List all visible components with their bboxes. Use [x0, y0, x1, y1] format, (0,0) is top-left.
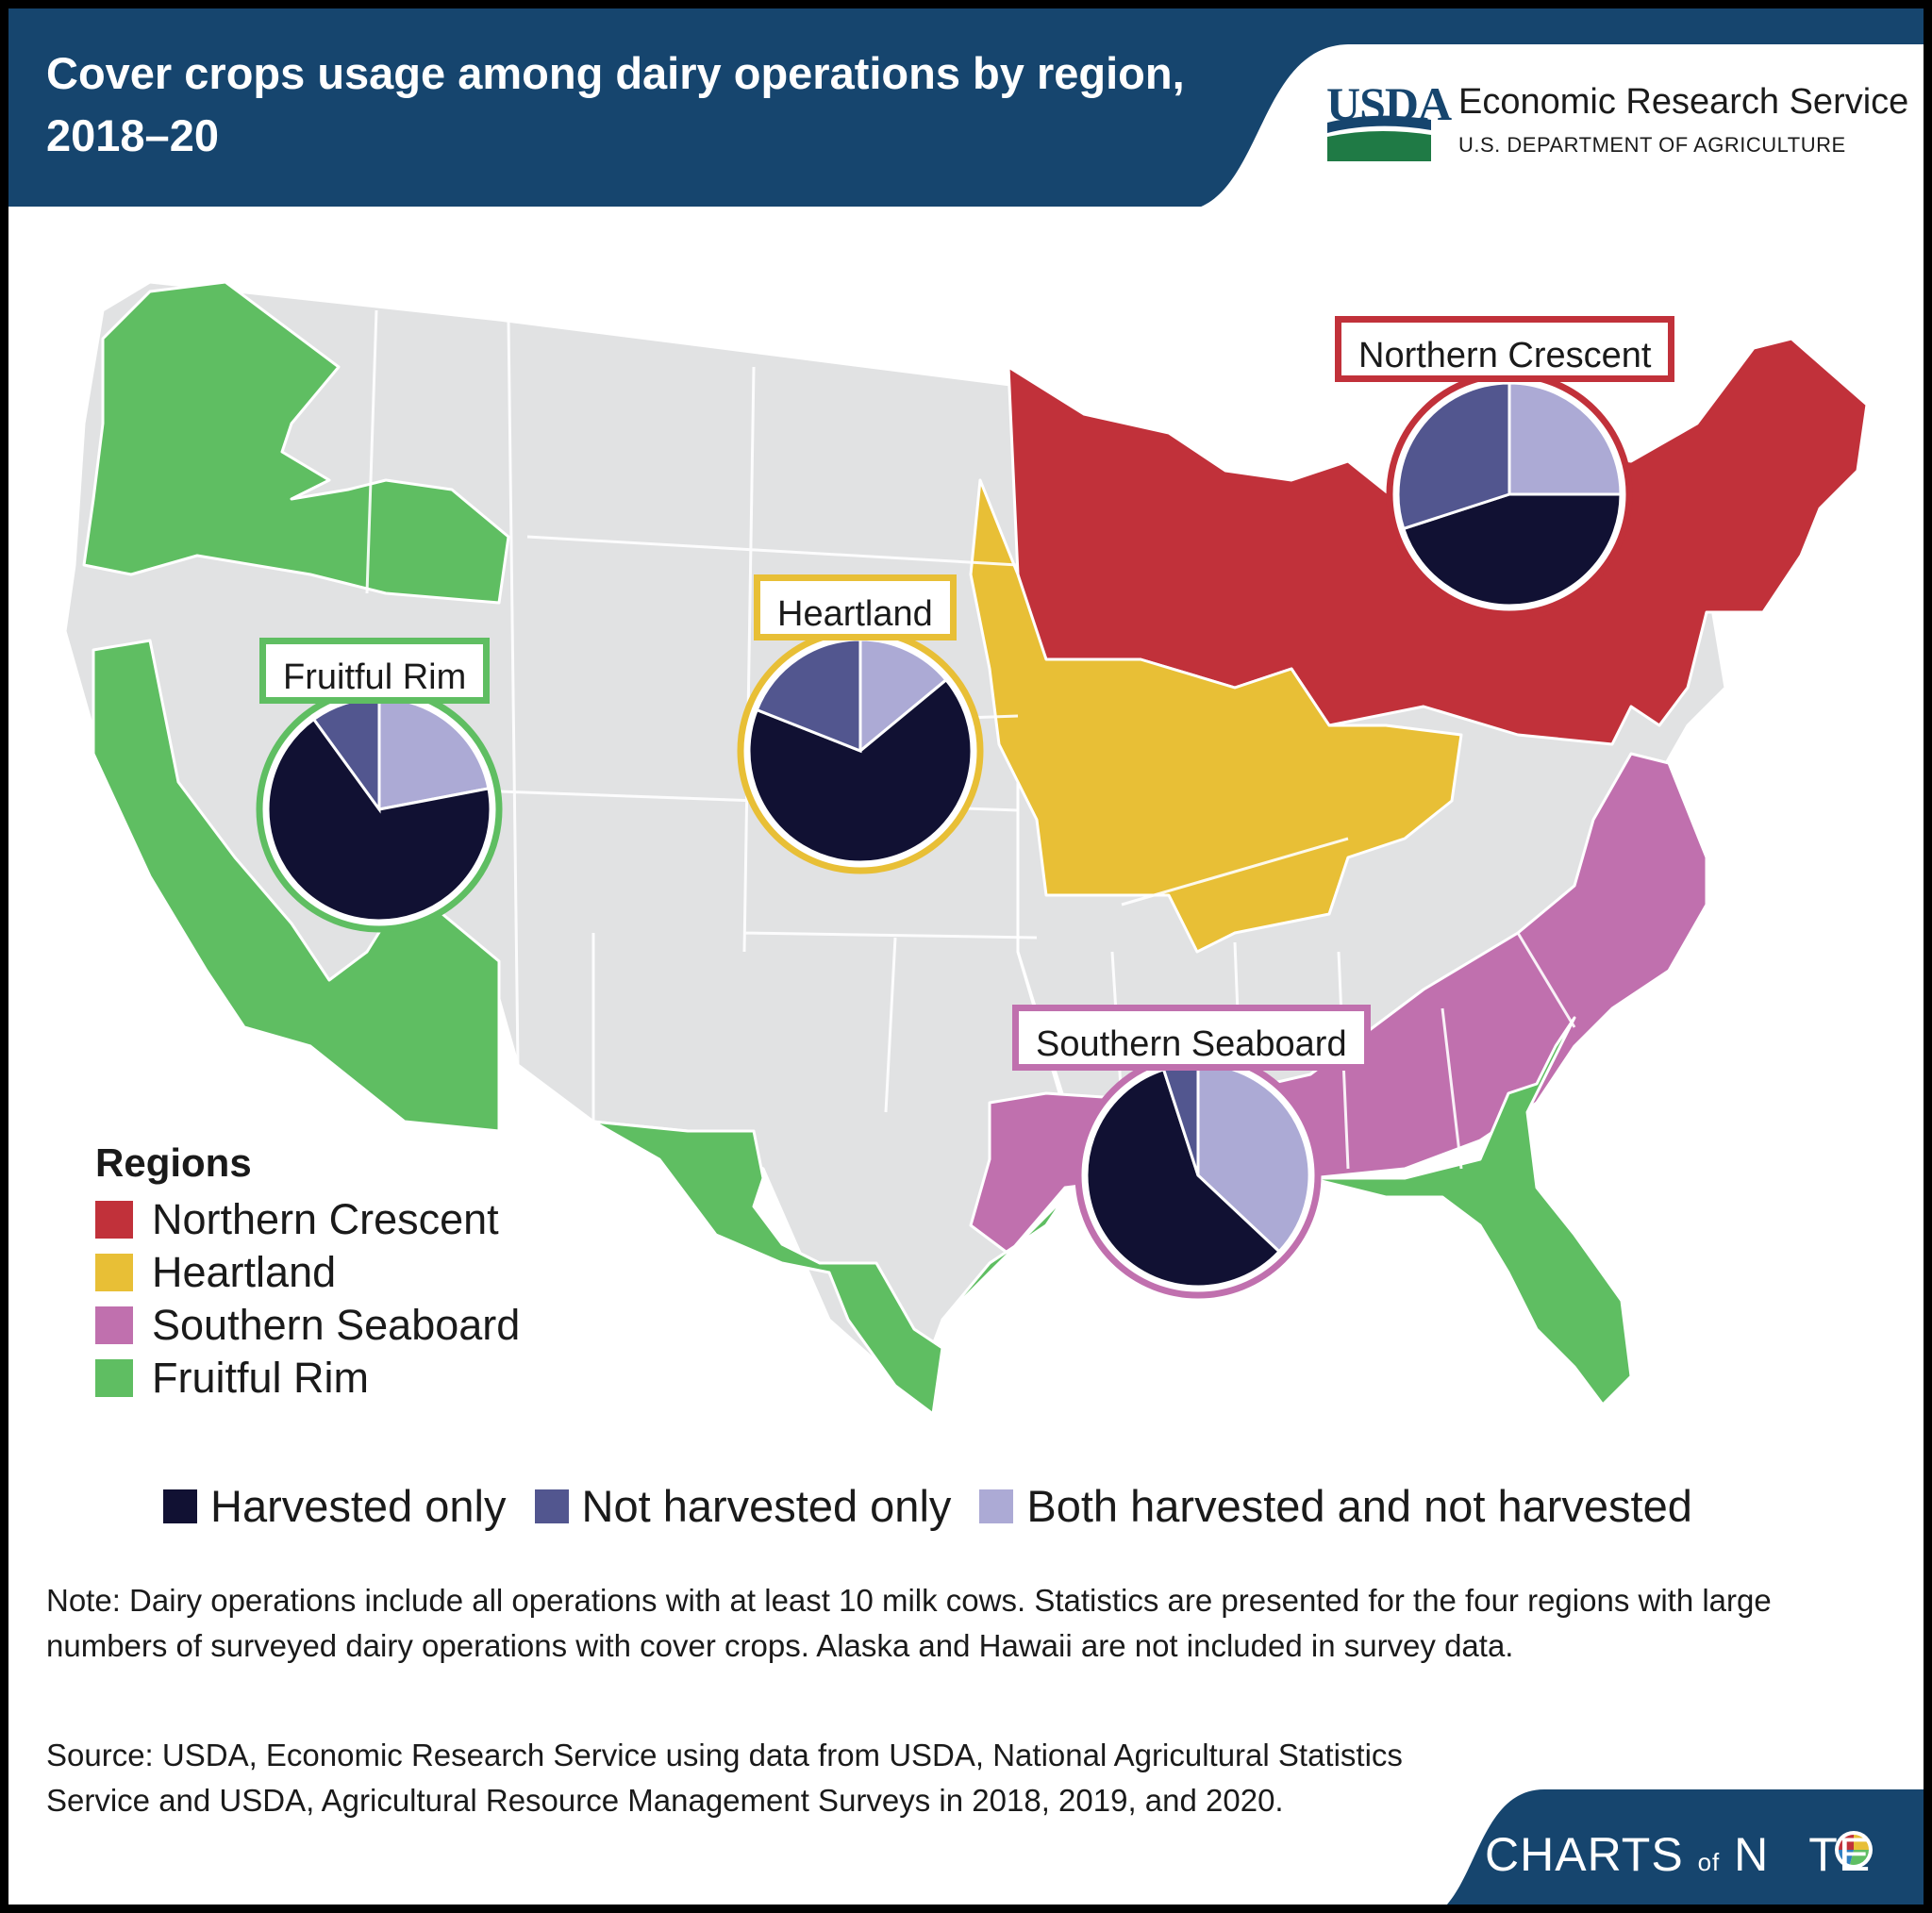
label-heartland: Heartland — [754, 574, 957, 640]
legend-label: Northern Crescent — [152, 1195, 499, 1243]
agency-name: Economic Research Service — [1458, 82, 1909, 122]
legend-item-harvested-only: Harvested only — [163, 1480, 507, 1532]
pie-slice-harvested-only — [1401, 492, 1623, 607]
footer-tab — [1446, 1789, 1924, 1905]
brand-of: of — [1697, 1848, 1721, 1876]
pie-slice-harvested-only — [747, 677, 974, 864]
pie-southern-seaboard — [1074, 1052, 1322, 1299]
legend-item-fruitful-rim: Fruitful Rim — [95, 1352, 520, 1405]
pie-fruitful-rim — [256, 686, 503, 933]
pie-slice-harvested-only — [1085, 1067, 1282, 1289]
us-map — [63, 280, 1869, 1416]
swatch-southern-seaboard — [95, 1306, 133, 1344]
region-heartland — [969, 478, 1463, 954]
region-fruitful-rim-florida — [1308, 1016, 1633, 1406]
page-title: Cover crops usage among dairy operations… — [46, 48, 1185, 160]
region-fruitful-rim-gulf — [941, 1195, 1067, 1322]
brand-te: TE — [1808, 1828, 1872, 1881]
legend-item-southern-seaboard: Southern Seaboard — [95, 1299, 520, 1352]
swatch-both — [979, 1489, 1014, 1523]
pie-heartland — [737, 627, 984, 874]
legend-label: Southern Seaboard — [152, 1301, 521, 1349]
regions-legend: Regions Northern Crescent Heartland Sout… — [95, 1140, 520, 1405]
legend-label: Fruitful Rim — [152, 1354, 370, 1402]
legend-item-both: Both harvested and not harvested — [979, 1480, 1692, 1532]
legend-item-northern-crescent: Northern Crescent — [95, 1193, 520, 1246]
pie-northern-crescent — [1386, 371, 1633, 618]
usda-logo-icon — [1327, 115, 1431, 161]
legend-item-not-harvested-only: Not harvested only — [534, 1480, 952, 1532]
legend-item-heartland: Heartland — [95, 1246, 520, 1299]
swatch-northern-crescent — [95, 1201, 133, 1239]
legend-label: Not harvested only — [581, 1481, 952, 1531]
pie-slice-both — [1507, 381, 1623, 496]
label-northern-crescent: Northern Crescent — [1335, 316, 1675, 382]
swatch-heartland — [95, 1254, 133, 1291]
logo-tab — [1178, 44, 1924, 211]
region-fruitful-rim-texas — [591, 1120, 944, 1416]
source-text: Source: USDA, Economic Research Service … — [46, 1738, 1403, 1818]
brand-n: N — [1734, 1828, 1770, 1881]
regions-legend-title: Regions — [95, 1140, 252, 1185]
label-southern-seaboard: Southern Seaboard — [1012, 1005, 1371, 1071]
swatch-fruitful-rim — [95, 1359, 133, 1397]
pie-slice-not-harvested-only — [1396, 381, 1511, 531]
department-name: U.S. DEPARTMENT OF AGRICULTURE — [1458, 133, 1846, 157]
pie-legend: Harvested only Not harvested only Both h… — [163, 1480, 1721, 1532]
pie-slice-harvested-only — [266, 717, 492, 923]
note-text: Note: Dairy operations include all opera… — [46, 1583, 1772, 1663]
legend-label: Harvested only — [210, 1481, 507, 1531]
swatch-not-harvested-only — [534, 1489, 569, 1523]
brand-charts: CHARTS — [1485, 1828, 1684, 1881]
swatch-harvested-only — [163, 1489, 197, 1523]
charts-of-note-brand: CHARTS of N TE — [1485, 1827, 1871, 1882]
legend-label: Heartland — [152, 1248, 337, 1296]
label-fruitful-rim: Fruitful Rim — [259, 638, 491, 704]
legend-label: Both harvested and not harvested — [1026, 1481, 1692, 1531]
chart-pie-icon — [1835, 1831, 1873, 1869]
usda-logo-letters: USDA — [1326, 77, 1452, 130]
